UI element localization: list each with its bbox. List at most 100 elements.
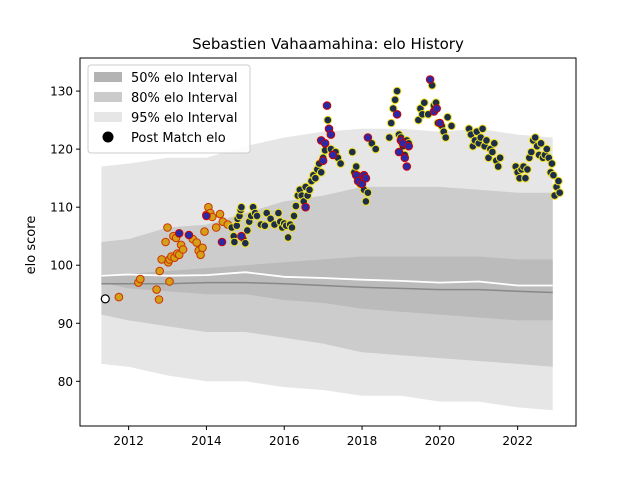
elo-point	[530, 133, 540, 142]
elo-point	[243, 226, 252, 235]
elo-point	[322, 101, 332, 110]
mean-line	[101, 271, 553, 287]
elo-point	[198, 243, 207, 253]
elo-point	[289, 211, 299, 221]
elo-point	[283, 233, 293, 242]
legend-marker	[102, 131, 114, 143]
elo-point	[192, 238, 201, 247]
elo-point	[318, 156, 328, 165]
elo-point	[211, 223, 221, 232]
legend-box	[87, 64, 251, 154]
elo-point	[301, 202, 310, 212]
elo-point	[217, 237, 227, 247]
x-tick-label: 2020	[425, 434, 456, 448]
elo-point	[163, 223, 172, 232]
y-tick-label: 120	[50, 143, 73, 157]
elo-point	[291, 201, 301, 211]
elo-point	[316, 168, 326, 177]
elo-point	[482, 136, 491, 145]
axes: 2012 2014 2016 2018 2020 2022 80 90 100 110 120 130	[50, 57, 577, 448]
y-tick-label: 130	[50, 85, 73, 99]
elo-point	[392, 86, 402, 96]
y-tick-label: 100	[50, 259, 73, 273]
elo-point	[549, 170, 558, 180]
elo-point	[174, 229, 184, 238]
elo-point	[196, 250, 205, 260]
elo-point	[420, 98, 429, 107]
elo-point	[215, 209, 225, 219]
elo-point	[388, 104, 398, 113]
elo-point	[484, 153, 493, 163]
band-50	[101, 256, 553, 321]
elo-point	[311, 173, 320, 183]
elo-point	[441, 133, 451, 142]
elo-point	[155, 266, 164, 276]
elo-point	[348, 147, 357, 157]
elo-point	[400, 153, 410, 163]
elo-point	[493, 162, 503, 171]
elo-point	[200, 227, 209, 236]
elo-point	[351, 162, 361, 171]
elo-point	[392, 110, 402, 119]
elo-point	[237, 231, 246, 241]
elo-point	[488, 147, 497, 157]
elo-point	[478, 124, 487, 134]
elo-point	[435, 118, 445, 128]
elo-point	[241, 238, 250, 248]
elo-point	[371, 144, 381, 154]
elo-point	[523, 165, 532, 174]
axes-frame	[79, 57, 577, 427]
elo-point	[287, 223, 297, 232]
y-tick-label: 80	[58, 375, 73, 389]
elo-point	[161, 237, 170, 247]
elo-point	[367, 139, 377, 148]
elo-point	[326, 130, 336, 139]
elo-point	[555, 188, 565, 197]
y-tick-label: 110	[50, 201, 73, 215]
elo-point	[554, 176, 563, 186]
elo-point	[165, 277, 174, 286]
y-tick-label: 90	[58, 317, 73, 331]
elo-point	[527, 147, 536, 157]
elo-point	[447, 121, 456, 131]
elo-point	[237, 202, 246, 212]
elo-point	[262, 208, 272, 218]
elo-point	[402, 162, 412, 171]
legend: 50% elo Interval 80% elo Interval 95% elo …	[87, 64, 251, 154]
elo-point	[390, 95, 400, 105]
legend-swatch	[94, 92, 122, 102]
elo-point	[230, 237, 239, 247]
legend-swatch	[94, 72, 122, 82]
x-tick-label: 2014	[191, 434, 222, 448]
elo-point	[184, 230, 194, 240]
plot-area	[100, 75, 565, 411]
elo-point	[252, 211, 262, 221]
elo-point	[536, 139, 546, 148]
elo-point	[490, 139, 499, 148]
legend-label: 50% elo Interval	[131, 71, 238, 86]
elo-point	[328, 150, 338, 160]
legend-label: 80% elo Interval	[131, 91, 238, 106]
x-tick-label: 2022	[502, 434, 533, 448]
elo-point	[232, 221, 242, 230]
elo-point	[394, 147, 404, 157]
elo-point	[363, 188, 373, 197]
elo-point	[547, 159, 557, 168]
elo-point	[260, 221, 270, 230]
elo-point	[320, 139, 330, 148]
elo-point	[357, 179, 367, 189]
elo-point	[432, 104, 442, 113]
legend-label: Post Match elo	[131, 131, 226, 146]
elo-point	[305, 185, 314, 195]
elo-point	[136, 274, 145, 284]
x-tick-label: 2018	[347, 434, 378, 448]
legend-label: 95% elo Interval	[131, 111, 238, 126]
elo-point	[414, 115, 423, 125]
elo-point	[385, 133, 394, 142]
first-elo-point	[100, 294, 110, 304]
chart-title: Sebastien Vahaamahina: elo History	[192, 35, 464, 53]
elo-point	[495, 153, 505, 163]
elo-point	[178, 245, 188, 254]
